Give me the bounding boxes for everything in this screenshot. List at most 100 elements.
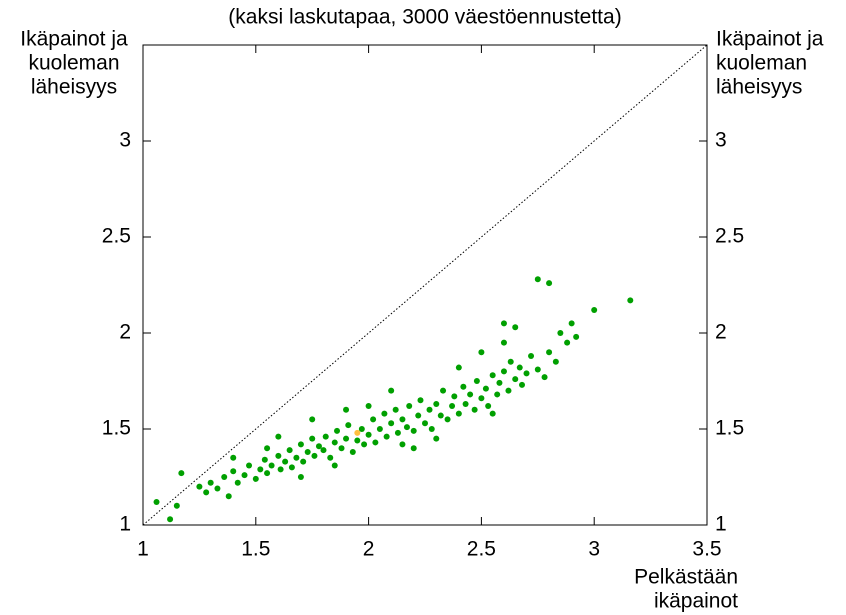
point — [462, 401, 469, 408]
point — [383, 433, 390, 440]
point — [277, 466, 284, 473]
point — [196, 483, 203, 490]
point — [282, 458, 289, 465]
diagonal-line — [142, 44, 708, 526]
point — [568, 320, 575, 327]
point — [478, 349, 485, 356]
point — [297, 441, 304, 448]
point — [358, 426, 365, 432]
point — [343, 435, 350, 442]
point — [528, 353, 535, 360]
point — [489, 410, 496, 417]
point — [315, 443, 322, 450]
point — [394, 429, 401, 436]
point — [381, 410, 388, 417]
point — [485, 402, 492, 409]
point — [564, 339, 571, 346]
point — [627, 297, 634, 304]
y-tick-label: 2.5 — [102, 225, 131, 248]
x-axis-label: ikäpainot — [654, 590, 738, 613]
point — [349, 449, 356, 456]
point — [519, 381, 526, 388]
point — [460, 383, 467, 390]
point — [365, 402, 372, 409]
point — [455, 410, 462, 417]
point — [388, 387, 395, 394]
point — [440, 387, 447, 394]
point — [275, 452, 282, 459]
point — [167, 516, 174, 523]
point — [478, 395, 485, 402]
y-tick-label: 1 — [119, 513, 131, 536]
point — [451, 393, 458, 400]
point — [268, 462, 275, 469]
point — [433, 435, 440, 442]
point — [546, 280, 553, 287]
point — [286, 447, 293, 454]
point — [482, 385, 489, 392]
point — [403, 424, 410, 431]
point — [496, 379, 503, 386]
point — [264, 445, 271, 452]
y2-axis-label: läheisyys — [716, 76, 802, 99]
point — [203, 489, 210, 496]
point — [309, 435, 316, 442]
point — [230, 468, 237, 475]
x-tick-label: 3.5 — [692, 538, 721, 561]
point — [523, 370, 530, 377]
y2-tick-label: 2 — [715, 321, 727, 344]
point — [241, 472, 248, 479]
point — [297, 474, 304, 480]
point — [178, 470, 185, 477]
point — [489, 372, 496, 379]
point — [417, 397, 424, 404]
point — [304, 449, 311, 456]
point — [534, 366, 541, 373]
point — [512, 324, 519, 331]
point — [320, 447, 327, 454]
point — [221, 474, 228, 480]
point — [507, 358, 514, 365]
point — [399, 416, 406, 423]
point — [261, 456, 268, 463]
point — [557, 330, 564, 336]
point — [264, 470, 271, 477]
y2-tick-label: 2.5 — [715, 225, 744, 248]
point — [399, 441, 406, 448]
point — [500, 339, 507, 346]
point — [288, 464, 295, 471]
y-tick-label: 3 — [119, 129, 131, 152]
x-tick-label: 1.5 — [241, 538, 270, 561]
point — [372, 439, 379, 446]
point — [207, 479, 214, 486]
point — [406, 402, 413, 409]
point — [322, 433, 329, 440]
y2-axis-label: Ikäpainot ja — [716, 28, 824, 51]
x-tick-label: 3 — [588, 538, 600, 561]
point — [516, 364, 523, 371]
chart-title: (kaksi laskutapaa, 3000 väestöennustetta… — [228, 6, 621, 29]
point — [494, 391, 501, 398]
point — [331, 462, 338, 469]
y-tick-label: 2 — [119, 321, 131, 344]
point — [343, 406, 350, 413]
point — [246, 462, 253, 469]
point — [388, 420, 395, 427]
point — [153, 498, 160, 505]
point — [500, 320, 507, 327]
point — [433, 401, 440, 408]
point — [541, 374, 548, 381]
point — [376, 426, 383, 432]
point — [327, 454, 334, 461]
plot-frame — [142, 44, 708, 526]
point — [354, 437, 361, 444]
point — [415, 412, 422, 419]
point — [345, 422, 352, 429]
y2-axis-label: kuoleman — [716, 52, 807, 75]
y-axis-label: läheisyys — [31, 76, 117, 99]
x-tick-label: 2 — [363, 538, 375, 561]
point — [361, 441, 368, 448]
point — [444, 416, 451, 423]
point — [252, 475, 259, 482]
point — [275, 433, 282, 440]
